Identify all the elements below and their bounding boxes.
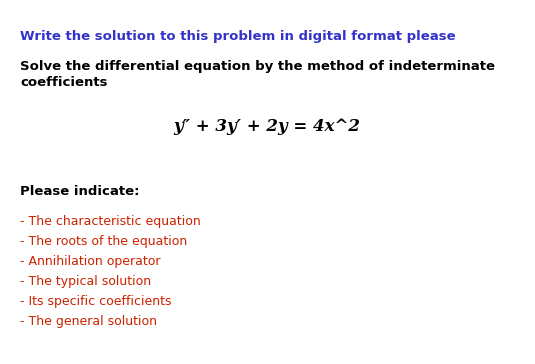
Text: y″ + 3y′ + 2y = 4x^2: y″ + 3y′ + 2y = 4x^2 (173, 118, 361, 135)
Text: Solve the differential equation by the method of indeterminate
coefficients: Solve the differential equation by the m… (20, 60, 495, 90)
Text: - The general solution: - The general solution (20, 315, 157, 328)
Text: - The typical solution: - The typical solution (20, 275, 151, 288)
Text: - The roots of the equation: - The roots of the equation (20, 235, 187, 248)
Text: - Its specific coefficients: - Its specific coefficients (20, 295, 172, 308)
Text: Write the solution to this problem in digital format please: Write the solution to this problem in di… (20, 30, 456, 43)
Text: - The characteristic equation: - The characteristic equation (20, 215, 201, 228)
Text: Please indicate:: Please indicate: (20, 185, 140, 198)
Text: - Annihilation operator: - Annihilation operator (20, 255, 160, 268)
